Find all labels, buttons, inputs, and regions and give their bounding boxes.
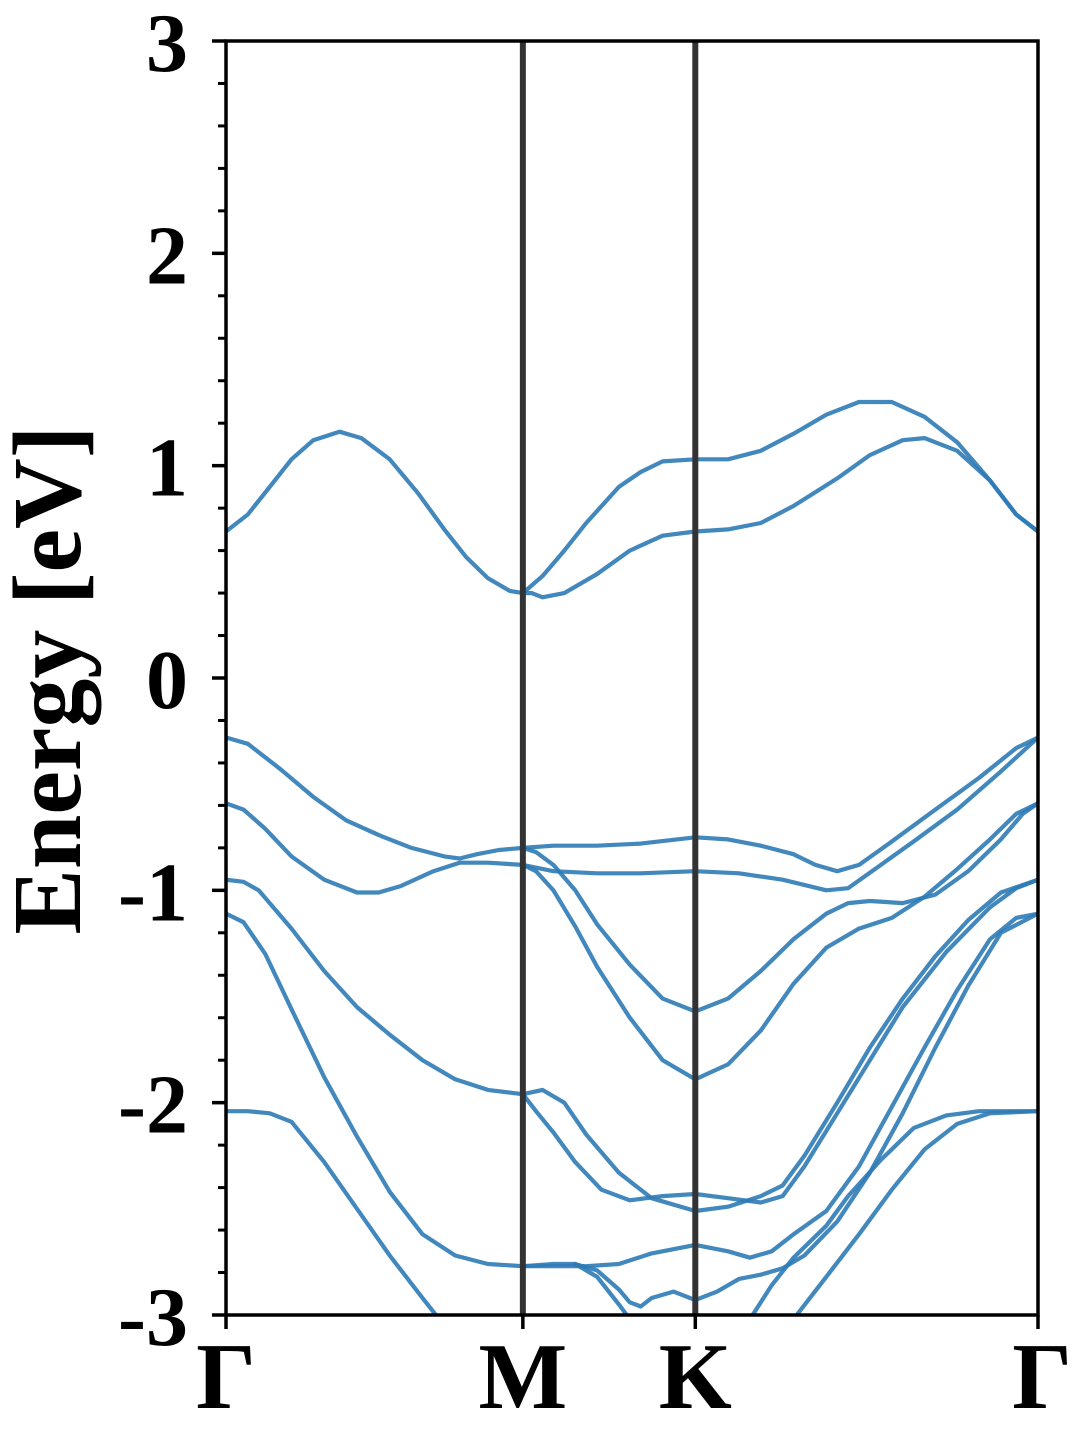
band-line-9 [226,911,1038,1269]
band-line-4 [226,735,1038,895]
y-axis-title: Energy [eV] [0,426,102,935]
band-line-7 [226,877,1038,1205]
high-symmetry-lines [519,41,699,1315]
y-tick-label: -2 [118,1059,188,1152]
x-tick-label: K [659,1325,732,1429]
x-tick-label: Γ [1012,1325,1072,1429]
band-line-5 [520,801,1038,1014]
y-tick-label: -3 [118,1271,188,1364]
band-line-3 [226,735,1038,874]
y-axis-ticks: 3 2 1 0 -1 -2 -3 [118,0,226,1364]
band-line-14 [794,1109,1038,1315]
band-line-10 [520,911,1038,1309]
y-tick-label: 1 [146,422,188,515]
x-tick-label: M [478,1325,567,1429]
band-line-6 [520,801,1038,1082]
band-line-2 [520,436,1038,600]
band-line-13 [750,1109,1038,1315]
band-line-12 [573,1261,630,1315]
y-tick-label: -1 [118,846,188,939]
x-tick-label: Γ [196,1325,256,1429]
y-tick-label: 0 [146,634,188,727]
y-tick-label: 2 [146,209,188,302]
band-line-8 [520,877,1038,1214]
y-tick-label: 3 [146,0,188,90]
band-lines [226,399,1038,1315]
band-line-11 [226,1109,439,1315]
band-line-1 [226,399,1038,596]
